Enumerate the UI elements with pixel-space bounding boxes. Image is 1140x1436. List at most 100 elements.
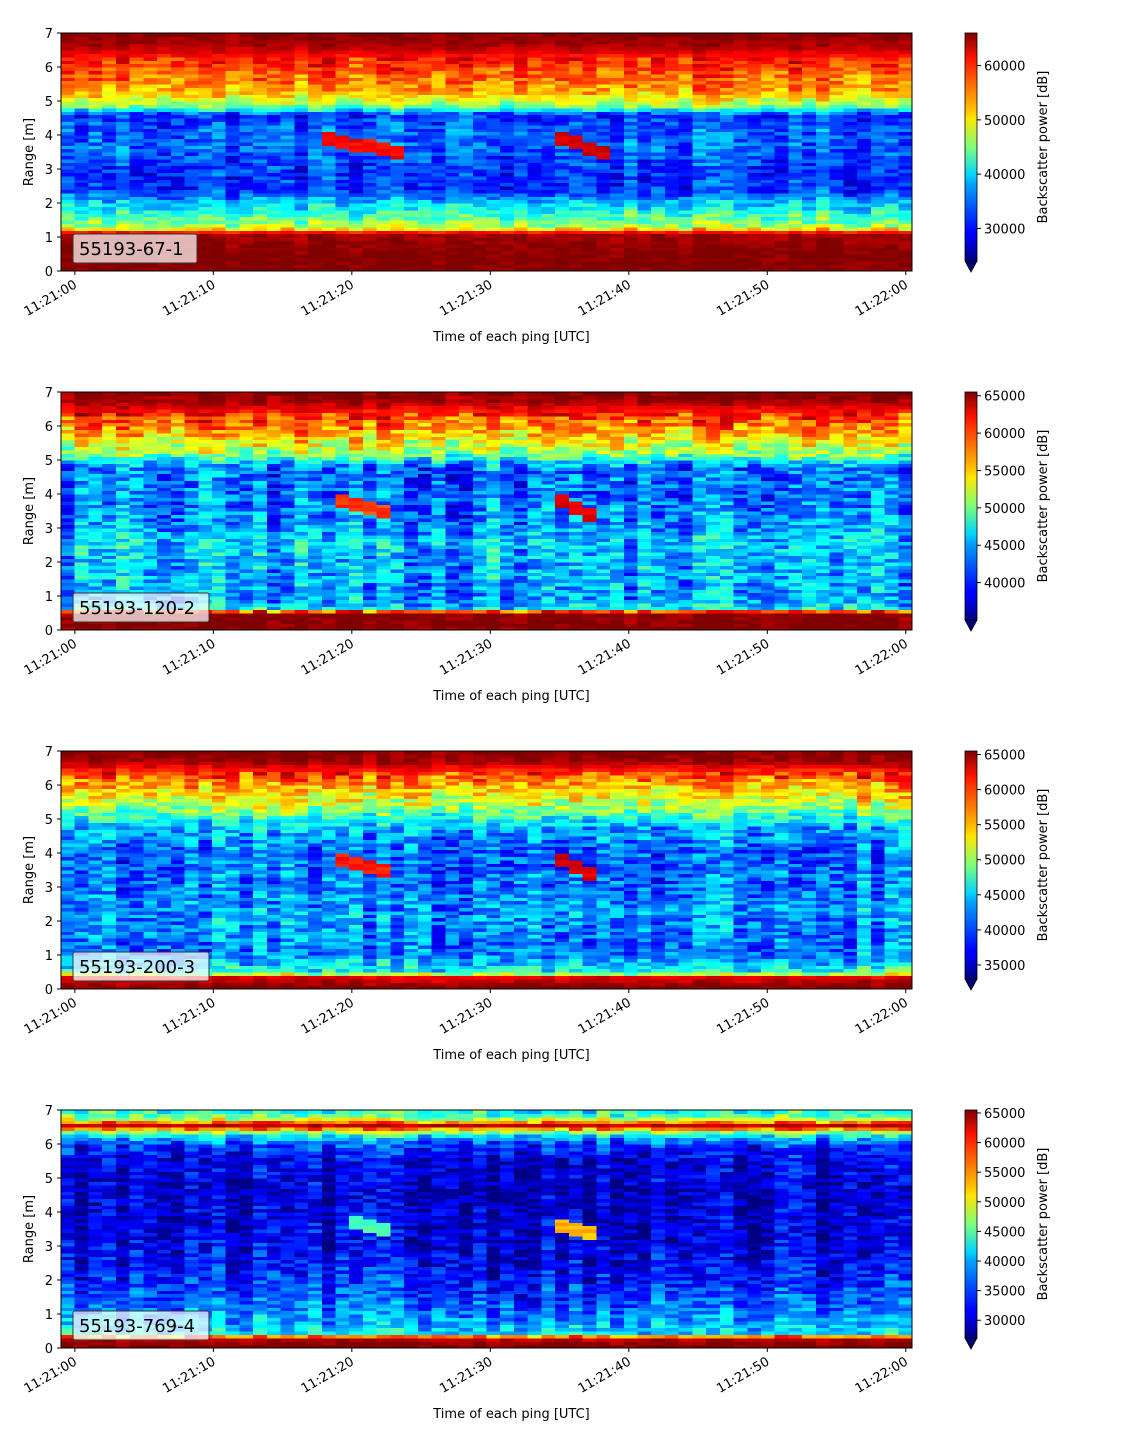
heatmap-cell	[143, 227, 157, 231]
heatmap-cell	[390, 176, 404, 180]
heatmap-cell	[322, 193, 336, 197]
heatmap-cell	[665, 33, 679, 37]
heatmap-cell	[665, 234, 679, 238]
heatmap-cell	[61, 419, 75, 423]
heatmap-cell	[651, 244, 665, 248]
heatmap-cell	[61, 227, 75, 231]
heatmap-cell	[898, 183, 912, 187]
heatmap-cell	[487, 244, 501, 248]
heatmap-cell	[363, 217, 377, 221]
heatmap-cell	[294, 193, 308, 197]
heatmap-cell	[418, 159, 432, 163]
heatmap-cell	[88, 210, 102, 214]
heatmap-cell	[596, 142, 610, 146]
heatmap-cell	[143, 183, 157, 187]
heatmap-cell	[88, 149, 102, 153]
heatmap-cell	[583, 264, 597, 268]
heatmap-cell	[212, 149, 226, 153]
heatmap-cell	[679, 132, 693, 136]
heatmap-cell	[528, 159, 542, 163]
heatmap-cell	[130, 264, 144, 268]
heatmap-cell	[116, 504, 130, 508]
heatmap-cell	[404, 200, 418, 204]
heatmap-cell	[747, 159, 761, 163]
heatmap-cell	[294, 149, 308, 153]
heatmap-cell	[857, 251, 871, 255]
heatmap-cell	[720, 210, 734, 214]
heatmap-cell	[830, 251, 844, 255]
heatmap-cell	[294, 217, 308, 221]
heatmap-cell	[336, 159, 350, 163]
heatmap-cell	[363, 176, 377, 180]
heatmap-cell	[226, 149, 240, 153]
heatmap-cell	[665, 159, 679, 163]
heatmap-cell	[363, 166, 377, 170]
heatmap-cell	[775, 176, 789, 180]
heatmap-cell	[734, 159, 748, 163]
heatmap-cell	[253, 251, 267, 255]
heatmap-cell	[226, 210, 240, 214]
heatmap-cell	[239, 251, 253, 255]
heatmap-cell	[788, 200, 802, 204]
heatmap-cell	[336, 132, 350, 136]
heatmap-cell	[555, 33, 569, 37]
heatmap-cell	[473, 183, 487, 187]
heatmap-cell	[75, 264, 89, 268]
heatmap-cell	[637, 217, 651, 221]
heatmap-cell	[514, 142, 528, 146]
heatmap-cell	[487, 159, 501, 163]
heatmap-cell	[226, 159, 240, 163]
heatmap-cell	[898, 200, 912, 204]
heatmap-cell	[445, 183, 459, 187]
heatmap-cell	[555, 264, 569, 268]
heatmap-cell	[541, 200, 555, 204]
heatmap-cell	[336, 149, 350, 153]
heatmap-cell	[624, 217, 638, 221]
heatmap-cell	[898, 244, 912, 248]
heatmap-cell	[377, 251, 391, 255]
heatmap-cell	[596, 244, 610, 248]
heatmap-cell	[473, 227, 487, 231]
heatmap-cell	[185, 132, 199, 136]
heatmap-cell	[747, 193, 761, 197]
heatmap-cell	[610, 159, 624, 163]
heatmap-cell	[212, 264, 226, 268]
heatmap-cell	[583, 149, 597, 153]
heatmap-cell	[171, 504, 185, 508]
heatmap-cell	[336, 166, 350, 170]
heatmap-cell	[555, 200, 569, 204]
heatmap-cell	[898, 176, 912, 180]
heatmap-cell	[473, 210, 487, 214]
heatmap-cell	[130, 176, 144, 180]
heatmap-cell	[775, 159, 789, 163]
heatmap-cell	[336, 183, 350, 187]
heatmap-cell	[198, 142, 212, 146]
heatmap-cell	[487, 210, 501, 214]
heatmap-cell	[734, 193, 748, 197]
heatmap-cell	[747, 33, 761, 37]
heatmap-cell	[75, 392, 89, 396]
heatmap-cell	[61, 210, 75, 214]
heatmap-cell	[322, 217, 336, 221]
sensor-label: 55193-67-1	[79, 239, 184, 260]
heatmap-cell	[665, 149, 679, 153]
heatmap-cell	[610, 251, 624, 255]
heatmap-cell	[788, 149, 802, 153]
heatmap-cell	[487, 251, 501, 255]
y-tick-label: 3	[45, 163, 53, 178]
heatmap-cell	[596, 210, 610, 214]
heatmap-cell	[432, 176, 446, 180]
heatmap-cell	[651, 193, 665, 197]
heatmap-cell	[130, 436, 144, 440]
heatmap-cell	[734, 132, 748, 136]
heatmap-cell	[377, 217, 391, 221]
heatmap-cell	[349, 166, 363, 170]
heatmap-cell	[651, 251, 665, 255]
heatmap-cell	[843, 132, 857, 136]
heatmap-cell	[651, 183, 665, 187]
heatmap-cell	[404, 227, 418, 231]
heatmap-cell	[322, 132, 336, 136]
heatmap-cell	[198, 210, 212, 214]
heatmap-cell	[294, 166, 308, 170]
heatmap-cell	[624, 244, 638, 248]
